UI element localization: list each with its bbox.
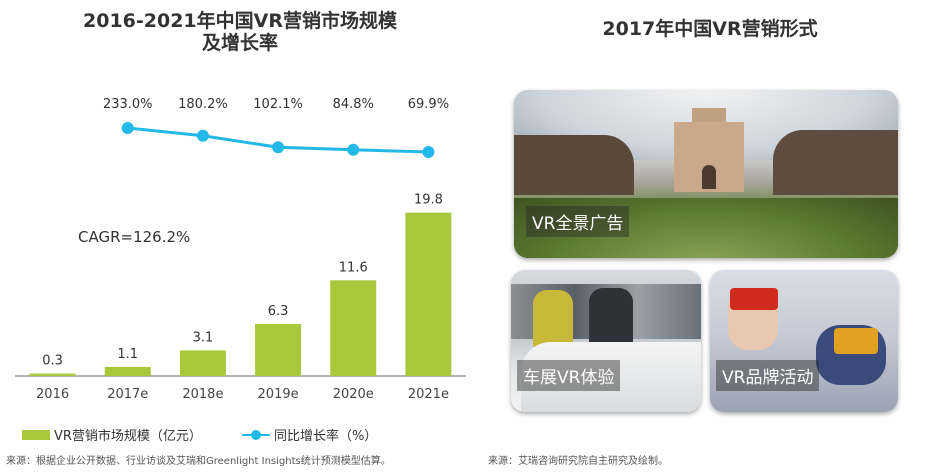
growth-rate-label-2020e: 84.8% [333,97,374,112]
x-tick-label-2020e: 2020e [333,387,374,402]
photo-lawn [514,198,898,258]
growth-rate-point-2017e [121,122,134,134]
bar-value-label-2017e: 1.1 [117,347,138,362]
x-tick-label-2016: 2016 [36,387,69,402]
bar-value-label-2019e: 6.3 [268,304,289,319]
growth-rate-point-2020e [347,143,360,156]
photo-church-door [702,165,716,189]
growth-rate-label-2021e: 69.9% [408,97,449,112]
photo-person-dark [589,288,633,348]
legend-item-market-size: VR营销市场规模（亿元） [22,425,202,444]
photo-vr-box-yellow [834,328,878,354]
x-tick-label-2017e: 2017e [107,387,148,402]
photo-car-body [521,342,701,412]
legend-line-marker [241,429,270,441]
x-tick-label-2018e: 2018e [182,387,223,402]
legend-bar-label: VR营销市场规模（亿元） [54,429,202,444]
source-note-left: 来源：根据企业公开数据、行业访谈及艾瑞和Greenlight Insights统… [6,456,391,467]
cagr-annotation: CAGR=126.2% [78,228,190,246]
photo-car-show-vr: 车展VR体验 [511,270,701,412]
bar-2020e [330,280,377,376]
x-tick-label-2021e: 2021e [408,387,449,402]
legend-item-growth-rate: 同比增长率（%） [241,425,378,444]
x-tick-label-2019e: 2019e [258,387,299,402]
bar-value-label-2020e: 11.6 [339,260,368,275]
bar-2017e [104,366,151,376]
chart-title-line-1: 2016-2021年中国VR营销市场规模 [83,10,397,32]
photo-person-yellow [533,290,573,348]
bar-2021e [405,212,452,376]
market-size-chart: CAGR=126.2% 0.3 2016 1.1 2017e 3.1 2018e 6.3 20… [15,97,466,402]
photo-panel-title: 2017年中国VR营销形式 [602,18,818,40]
photo-vr-panorama-ad: VR全景广告 [514,90,898,258]
growth-rate-point-2021e [422,146,435,158]
growth-rate-label-2017e: 233.0% [103,97,153,112]
growth-rate-label-2018e: 180.2% [178,97,228,112]
source-note-right: 来源：艾瑞咨询研究院自主研究及绘制。 [488,456,668,467]
chart-title: 2016-2021年中国VR营销市场规模 及增长率 [40,10,440,54]
chart-title-line-2: 及增长率 [201,32,278,54]
bar-value-label-2016: 0.3 [42,354,63,369]
photo-vr-box-red [730,288,778,310]
legend-line-label: 同比增长率（%） [273,429,378,444]
photo-caption-car-show: 车展VR体验 [517,360,621,391]
bar-2018e [179,350,226,376]
growth-rate-label-2019e: 102.1% [253,97,303,112]
bar-2016 [29,373,76,376]
legend-bar-swatch [22,429,50,440]
bar-value-label-2021e: 19.8 [414,193,443,208]
photo-caption-panorama: VR全景广告 [526,206,630,237]
photo-building-left [514,135,634,195]
bar-value-label-2018e: 3.1 [193,330,214,345]
bar-2019e [255,324,302,376]
chart-legend: VR营销市场规模（亿元） 同比增长率（%） [22,425,417,444]
photo-vr-brand-event: VR品牌活动 [710,270,898,412]
growth-rate-point-2018e [196,129,209,142]
photo-caption-brand-event: VR品牌活动 [716,360,820,391]
photo-building-right [773,130,898,195]
growth-rate-point-2019e [272,141,285,154]
